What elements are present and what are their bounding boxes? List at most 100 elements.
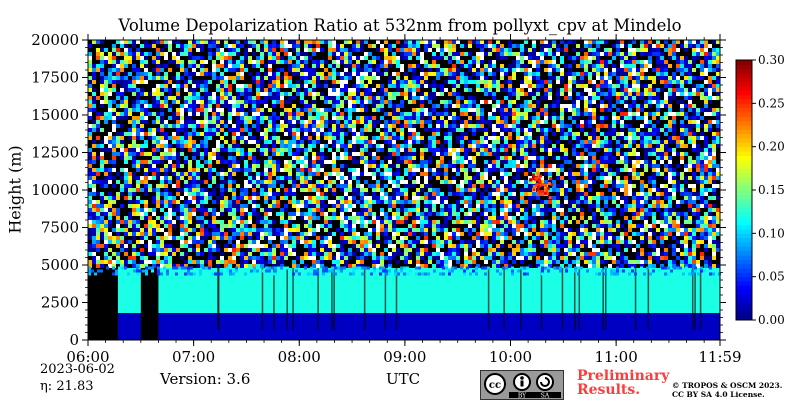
noise-cell [116,92,120,96]
noise-cell [204,112,208,116]
noise-cell [188,44,192,48]
noise-cell [340,76,344,80]
noise-cell [280,156,284,160]
noise-cell [308,116,312,120]
noise-cell [240,160,244,164]
noise-cell [316,244,320,248]
noise-cell [120,236,124,240]
noise-cell [168,68,172,72]
noise-cell [424,152,428,156]
noise-cell [120,160,124,164]
noise-cell [280,192,284,196]
noise-cell [168,100,172,104]
noise-cell [112,84,116,88]
noise-cell [88,188,92,192]
noise-cell [428,76,432,80]
noise-cell [208,252,212,256]
noise-cell [264,200,268,204]
noise-cell [320,112,324,116]
noise-cell [308,260,312,264]
noise-cell [392,132,396,136]
noise-cell [184,216,188,220]
noise-cell [416,260,420,264]
noise-cell [272,140,276,144]
noise-cell [92,256,96,260]
noise-cell [408,156,412,160]
noise-cell [132,256,136,260]
noise-cell [408,264,412,268]
noise-cell [212,60,216,64]
noise-cell [324,216,328,220]
noise-cell [416,152,420,156]
noise-cell [248,220,252,224]
noise-cell [220,148,224,152]
noise-cell [140,48,144,52]
noise-cell [412,60,416,64]
noise-cell [376,264,380,268]
noise-cell [352,116,356,120]
noise-cell [284,208,288,212]
noise-cell [288,80,292,84]
noise-cell [424,56,428,60]
noise-cell [356,260,360,264]
noise-cell [100,76,104,80]
noise-cell [180,192,184,196]
noise-cell [136,156,140,160]
noise-cell [128,140,132,144]
noise-cell [188,112,192,116]
noise-cell [104,252,108,256]
noise-cell [96,216,100,220]
noise-cell [200,164,204,168]
noise-cell [160,216,164,220]
noise-cell [392,216,396,220]
noise-cell [92,156,96,160]
noise-cell [252,92,256,96]
noise-cell [304,132,308,136]
noise-cell [216,172,220,176]
noise-cell [236,108,240,112]
noise-cell [148,128,152,132]
noise-cell [248,84,252,88]
noise-cell [212,140,216,144]
noise-cell [400,140,404,144]
noise-cell [424,148,428,152]
noise-cell [200,140,204,144]
noise-cell [216,228,220,232]
noise-cell [252,56,256,60]
noise-cell [388,136,392,140]
noise-cell [292,144,296,148]
streak [395,259,398,330]
noise-cell [432,132,436,136]
noise-cell [300,188,304,192]
noise-cell [176,156,180,160]
noise-cell [380,208,384,212]
noise-cell [340,124,344,128]
noise-cell [372,236,376,240]
noise-cell [272,160,276,164]
noise-cell [88,100,92,104]
noise-cell [296,184,300,188]
noise-cell [92,128,96,132]
noise-cell [308,128,312,132]
noise-cell [148,48,152,52]
noise-cell [260,224,264,228]
noise-cell [296,196,300,200]
noise-cell [192,204,196,208]
noise-cell [152,244,156,248]
noise-cell [248,136,252,140]
noise-cell [284,264,288,268]
noise-cell [336,116,340,120]
noise-cell [252,116,256,120]
noise-cell [176,240,180,244]
noise-cell [380,160,384,164]
noise-cell [272,180,276,184]
noise-cell [324,56,328,60]
noise-cell [300,96,304,100]
noise-cell [248,236,252,240]
noise-cell [428,84,432,88]
noise-cell [268,168,272,172]
noise-cell [200,208,204,212]
noise-cell [260,100,264,104]
noise-cell [184,196,188,200]
noise-cell [208,56,212,60]
